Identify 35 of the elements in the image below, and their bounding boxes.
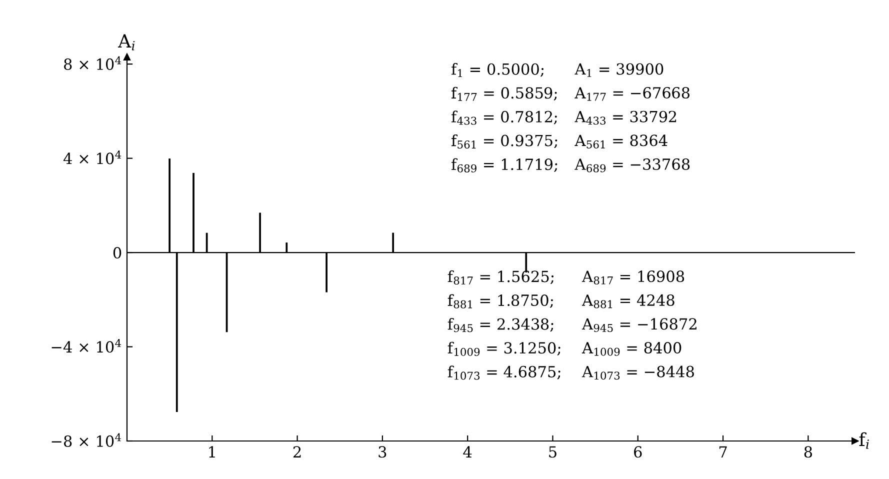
annotation: f$_{561}$ = 0.9375; bbox=[452, 134, 558, 149]
annotation: A$_{945}$ = −16872 bbox=[582, 318, 696, 332]
annotation: f$_{1073}$ = 4.6875; bbox=[448, 366, 560, 380]
x-tick-label: 8 bbox=[804, 446, 812, 458]
annotation: A$_{1009}$ = 8400 bbox=[582, 342, 682, 356]
annotation: f$_{881}$ = 1.8750; bbox=[448, 294, 553, 308]
annotation: A$_{689}$ = −33768 bbox=[574, 158, 690, 172]
annotation: f$_{817}$ = 1.5625; bbox=[448, 270, 554, 285]
annotation: A$_{177}$ = −67668 bbox=[574, 87, 690, 101]
y-tick-label: 4 × 10$^{4}$ bbox=[63, 150, 122, 164]
annotation: A$_{1}$ = 39900 bbox=[574, 63, 664, 77]
x-tick-label: 1 bbox=[209, 446, 215, 458]
annotation: A$_{817}$ = 16908 bbox=[582, 270, 684, 284]
y-tick-label: 0 bbox=[113, 247, 122, 259]
y-axis-title: A$_{i}$ bbox=[118, 34, 135, 50]
annotation: f$_{945}$ = 2.3438; bbox=[448, 318, 554, 332]
x-tick-label: 7 bbox=[719, 446, 727, 458]
annotation: f$_{177}$ = 0.5859; bbox=[452, 86, 557, 101]
annotation: f$_{1009}$ = 3.1250; bbox=[448, 342, 560, 356]
y-tick-label: 8 × 10$^{4}$ bbox=[64, 56, 122, 70]
annotation: f$_{689}$ = 1.1719; bbox=[452, 158, 558, 172]
x-axis-title: f$_{i}$ bbox=[859, 432, 869, 449]
x-tick-label: 2 bbox=[293, 446, 301, 458]
annotation: f$_{1}$ = 0.5000; bbox=[452, 63, 544, 78]
annotation: A$_{1073}$ = −8448 bbox=[582, 366, 694, 380]
annotation: A$_{881}$ = 4248 bbox=[582, 294, 674, 308]
annotation: f$_{433}$ = 0.7812; bbox=[452, 110, 557, 125]
x-tick-label: 5 bbox=[549, 446, 556, 458]
y-tick-label: −4 × 10$^{4}$ bbox=[52, 338, 122, 353]
annotation: A$_{561}$ = 8364 bbox=[574, 134, 668, 148]
x-tick-label: 3 bbox=[378, 446, 386, 458]
annotation: A$_{433}$ = 33792 bbox=[574, 110, 676, 125]
x-tick-label: 4 bbox=[463, 446, 472, 458]
x-tick-label: 6 bbox=[634, 446, 642, 458]
y-tick-label: −8 × 10$^{4}$ bbox=[52, 433, 122, 447]
